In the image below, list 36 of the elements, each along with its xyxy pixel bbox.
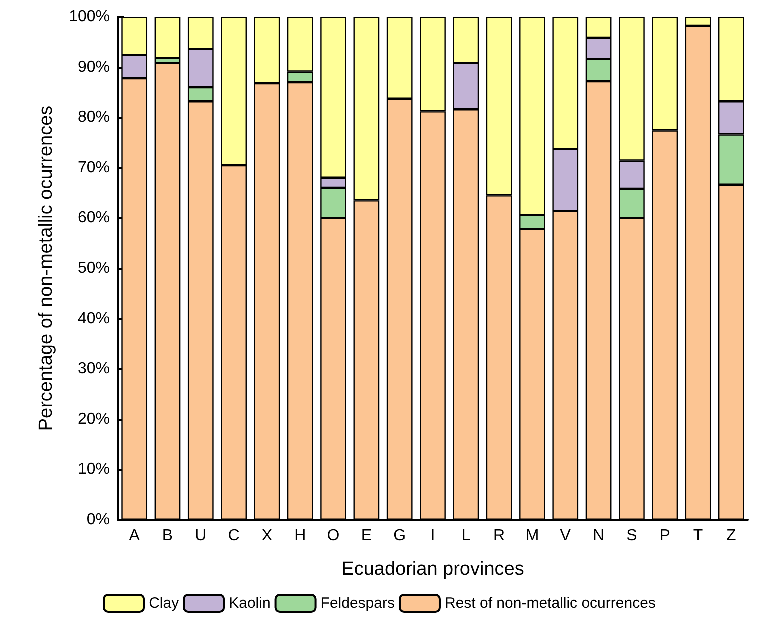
x-tick-label: V [560, 528, 572, 544]
x-tick-label: P [660, 528, 670, 544]
y-tick-label: 20% [78, 410, 110, 428]
x-tick-label: S [626, 528, 638, 544]
y-tick-label: 30% [78, 360, 110, 378]
legend-label: Rest of non-metallic ocurrences [444, 595, 656, 612]
legend-label: Feldespars [320, 595, 395, 612]
y-axis-title: Percentage of non-metallic ocurrences [36, 106, 57, 432]
x-tick-label: U [195, 528, 207, 544]
x-tick-label: T [693, 528, 704, 544]
y-tick-label: 80% [78, 109, 110, 126]
x-tick-label: M [526, 528, 540, 544]
x-tick-label: A [129, 528, 140, 544]
legend-label: Clay [149, 595, 180, 612]
x-tick-label: B [162, 528, 174, 544]
x-tick-label: Z [726, 528, 737, 544]
x-tick-label: L [462, 528, 471, 544]
y-tick-label: 70% [78, 159, 110, 176]
legend-label: Kaolin [229, 595, 271, 612]
x-tick-label: R [494, 528, 506, 544]
y-tick-label: 90% [78, 58, 110, 76]
x-tick-label: H [294, 528, 306, 544]
y-tick-label: 0% [86, 512, 110, 528]
x-tick-label: I [430, 528, 436, 544]
y-tick-label: 100% [69, 8, 110, 26]
y-tick-label: 60% [78, 210, 110, 227]
y-tick-label: 50% [78, 260, 110, 277]
x-tick-label: X [262, 528, 273, 544]
x-tick-label: N [593, 528, 605, 544]
x-tick-label: C [228, 528, 240, 544]
x-tick-label: G [394, 528, 406, 544]
x-axis-title: Ecuadorian provinces [342, 559, 524, 580]
x-tick-label: E [361, 528, 372, 544]
y-tick-label: 10% [78, 461, 110, 478]
x-tick-label: O [327, 528, 340, 544]
y-tick-label: 40% [78, 310, 110, 328]
